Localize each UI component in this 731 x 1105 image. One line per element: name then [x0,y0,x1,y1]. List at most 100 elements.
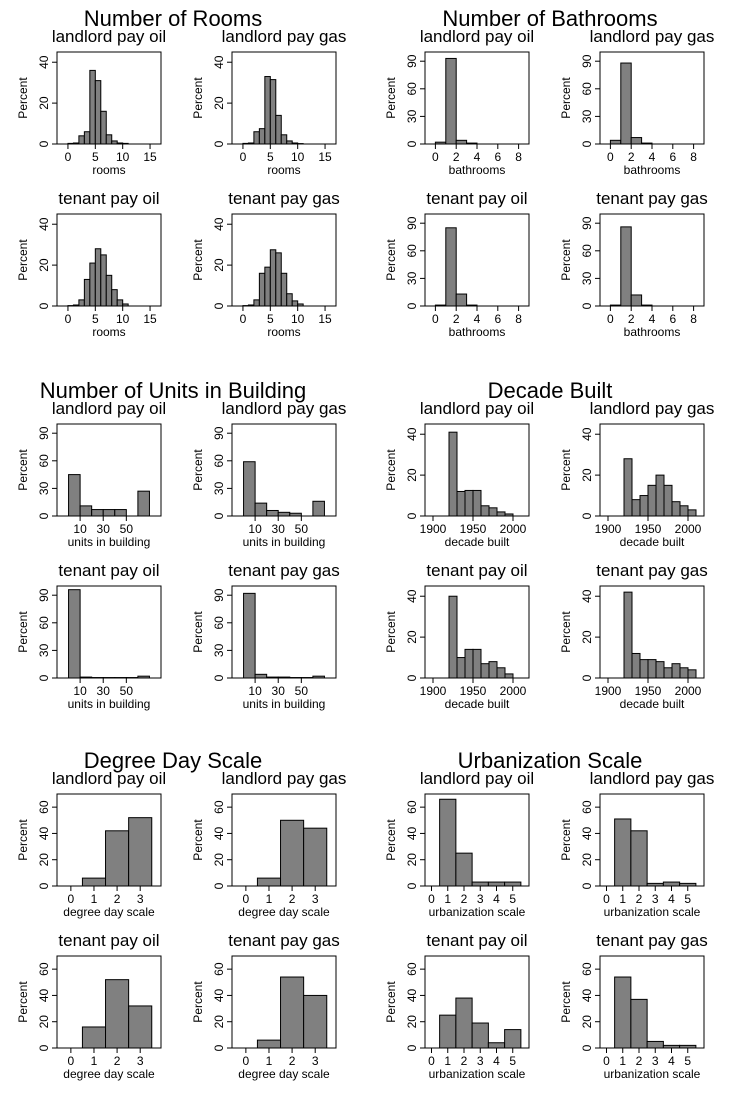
histogram-bar [266,509,279,517]
x-tick-label: 4 [493,1054,500,1068]
y-axis-label: Percent [16,239,30,281]
plot-frame [599,51,705,145]
histogram-bar [496,511,506,517]
y-tick-label: 40 [212,55,226,69]
histogram-bar [487,881,506,887]
plot-frame [56,213,162,307]
histogram-bar [471,881,489,887]
x-tick-label: 3 [312,892,319,906]
x-tick-label: 0 [428,1054,435,1068]
histogram-bar [91,509,104,517]
y-tick-label: 60 [580,962,594,976]
y-tick-label: 40 [580,427,594,441]
x-tick-label: 10 [116,312,130,326]
histogram-bar [455,997,473,1049]
histogram-bar [254,673,268,679]
x-tick-label: 6 [494,150,501,164]
histogram-bar [280,976,305,1049]
y-axis-label: Percent [191,611,205,653]
x-tick-label: 0 [607,312,614,326]
plot-frame [424,585,530,679]
x-tick-label: 1950 [460,684,487,698]
panel-title: landlord pay oil [420,399,534,418]
y-tick-label: 30 [212,643,226,657]
y-tick-label: 20 [580,853,594,867]
panel-landlord-pay-gas: landlord pay gas 0 5 10 15 0 20 40 rooms Percent [191,27,346,177]
histogram-bar [312,500,325,517]
histogram-bar [303,994,328,1049]
x-tick-label: 50 [295,684,309,698]
x-tick-label: 10 [73,684,87,698]
x-tick-label: 0 [607,150,614,164]
histogram-bar [286,293,293,307]
y-tick-label: 60 [37,800,51,814]
plot-frame [599,585,705,679]
y-axis-label: Percent [559,611,573,653]
y-tick-label: 20 [37,853,51,867]
x-tick-label: 2000 [500,522,527,536]
x-tick-label: 4 [474,312,481,326]
y-tick-label: 40 [37,988,51,1002]
y-tick-label: 60 [405,244,419,258]
y-tick-label: 0 [580,140,594,147]
panel-title: tenant pay gas [228,561,340,580]
x-tick-label: 6 [494,312,501,326]
panel-title: tenant pay gas [228,931,340,950]
histogram-bar [68,589,81,679]
x-tick-label: 4 [649,150,656,164]
panel-landlord-pay-oil: landlord pay oil 10 30 50 0 30 60 90 units in bu… [16,399,166,549]
x-tick-label: 1 [91,892,98,906]
histogram-bar [639,495,649,517]
histogram-bar [456,490,466,517]
x-tick-label: 15 [143,150,157,164]
histogram-bar [94,248,102,307]
x-axis-label: rooms [267,163,300,177]
plot-frame [599,423,705,517]
y-tick-label: 40 [405,589,419,603]
plot-frame [424,213,530,307]
x-tick-label: 1 [619,1054,626,1068]
histogram-bar [102,509,116,517]
histogram-bar [679,505,689,517]
histogram-bar [480,505,490,517]
y-tick-label: 60 [37,454,51,468]
x-tick-label: 4 [668,1054,675,1068]
histogram-bar [472,648,482,679]
histogram-bar [280,134,288,145]
histogram-bar [275,252,282,307]
x-tick-label: 2000 [675,522,702,536]
x-tick-label: 2 [628,150,635,164]
histogram-bar [623,458,633,517]
histogram-bar [480,663,490,679]
y-tick-label: 40 [580,826,594,840]
panel-title: tenant pay gas [596,189,708,208]
plot-frame [424,423,530,517]
histogram-bar [111,289,118,307]
x-tick-label: 4 [668,892,675,906]
plot-frame [56,955,162,1049]
histogram-bar [81,1026,107,1049]
y-tick-label: 60 [580,800,594,814]
y-tick-label: 40 [37,826,51,840]
x-tick-label: 0 [243,892,250,906]
y-tick-label: 40 [212,217,226,231]
y-tick-label: 20 [580,630,594,644]
x-tick-label: 30 [272,522,286,536]
panel-title: landlord pay oil [420,27,534,46]
y-tick-label: 0 [37,140,51,147]
y-tick-label: 60 [212,800,226,814]
x-tick-label: 0 [65,150,72,164]
panel-landlord-pay-oil: landlord pay oil 0 1 2 3 0 20 40 60 degree day sc… [16,769,166,919]
y-tick-label: 0 [405,674,419,681]
panel-title: landlord pay gas [590,399,715,418]
panel-title: tenant pay oil [58,931,159,950]
x-tick-label: 8 [690,312,697,326]
y-tick-label: 0 [212,302,226,309]
histogram-bar [137,490,150,517]
histogram-bar [243,461,256,517]
x-tick-label: 1950 [635,522,662,536]
histogram-bar [291,300,299,307]
